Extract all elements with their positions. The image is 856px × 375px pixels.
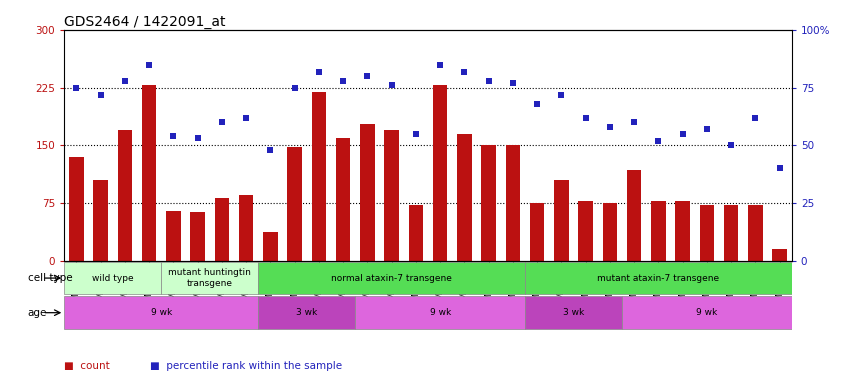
Text: 9 wk: 9 wk [696, 308, 717, 317]
FancyBboxPatch shape [622, 296, 792, 329]
Bar [457, 134, 472, 261]
Bar [651, 201, 666, 261]
Point [166, 133, 180, 139]
Point [191, 135, 205, 141]
Point [288, 85, 301, 91]
Bar [506, 146, 520, 261]
Text: normal ataxin-7 transgene: normal ataxin-7 transgene [331, 274, 452, 283]
Point [579, 115, 592, 121]
Text: ■  count: ■ count [64, 361, 110, 371]
Point [433, 62, 447, 68]
Point [69, 85, 83, 91]
Point [724, 142, 738, 148]
FancyBboxPatch shape [525, 262, 792, 294]
Point [142, 62, 156, 68]
Text: wild type: wild type [92, 274, 134, 283]
Point [530, 101, 544, 107]
FancyBboxPatch shape [259, 296, 355, 329]
Point [627, 119, 641, 125]
Bar [215, 198, 229, 261]
Bar [627, 170, 641, 261]
FancyBboxPatch shape [525, 296, 622, 329]
Point [555, 92, 568, 98]
Bar [724, 206, 739, 261]
Bar [433, 86, 448, 261]
Bar [384, 130, 399, 261]
Point [384, 82, 398, 88]
Text: ■  percentile rank within the sample: ■ percentile rank within the sample [150, 361, 342, 371]
Bar [360, 124, 375, 261]
Bar [263, 231, 277, 261]
Point [506, 80, 520, 86]
Bar [190, 212, 205, 261]
Point [700, 126, 714, 132]
Point [651, 138, 665, 144]
Point [312, 69, 325, 75]
Text: 9 wk: 9 wk [151, 308, 172, 317]
Bar [772, 249, 787, 261]
Bar [408, 206, 423, 261]
Point [409, 131, 423, 137]
Point [360, 73, 374, 79]
Bar [675, 201, 690, 261]
Point [773, 165, 787, 171]
Text: mutant ataxin-7 transgene: mutant ataxin-7 transgene [597, 274, 720, 283]
Bar [69, 157, 84, 261]
Point [118, 78, 132, 84]
Bar [117, 130, 132, 261]
FancyBboxPatch shape [64, 262, 161, 294]
FancyBboxPatch shape [259, 262, 525, 294]
Point [676, 131, 690, 137]
Point [336, 78, 350, 84]
Point [603, 124, 616, 130]
FancyBboxPatch shape [355, 296, 525, 329]
Text: 9 wk: 9 wk [430, 308, 451, 317]
Bar [554, 180, 568, 261]
FancyBboxPatch shape [64, 296, 259, 329]
Text: GDS2464 / 1422091_at: GDS2464 / 1422091_at [64, 15, 226, 29]
Point [457, 69, 471, 75]
Point [93, 92, 108, 98]
Bar [579, 201, 593, 261]
Bar [748, 206, 763, 261]
Bar [481, 146, 496, 261]
Text: mutant huntingtin
transgene: mutant huntingtin transgene [169, 268, 251, 288]
Bar [166, 211, 181, 261]
Text: 3 wk: 3 wk [296, 308, 318, 317]
FancyBboxPatch shape [161, 262, 259, 294]
Text: 3 wk: 3 wk [563, 308, 584, 317]
Bar [530, 203, 544, 261]
Bar [699, 206, 714, 261]
Text: cell type: cell type [27, 273, 73, 283]
Bar [239, 195, 253, 261]
Bar [93, 180, 108, 261]
Point [264, 147, 277, 153]
Point [482, 78, 496, 84]
Bar [336, 138, 350, 261]
Bar [288, 147, 302, 261]
Point [239, 115, 253, 121]
Bar [142, 86, 157, 261]
Bar [603, 203, 617, 261]
Text: age: age [27, 308, 47, 318]
Point [215, 119, 229, 125]
Bar [312, 92, 326, 261]
Point [748, 115, 763, 121]
